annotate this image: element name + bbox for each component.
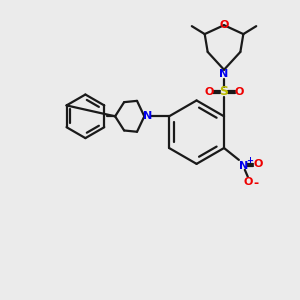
Text: N: N	[143, 111, 152, 121]
Text: N: N	[239, 161, 248, 171]
Text: +: +	[246, 156, 253, 165]
Text: S: S	[220, 85, 229, 98]
Text: O: O	[234, 86, 244, 97]
Text: O: O	[253, 159, 262, 169]
Text: O: O	[205, 86, 214, 97]
Text: N: N	[219, 69, 229, 79]
Text: O: O	[219, 20, 229, 30]
Text: O: O	[243, 177, 253, 187]
Text: -: -	[253, 177, 258, 190]
